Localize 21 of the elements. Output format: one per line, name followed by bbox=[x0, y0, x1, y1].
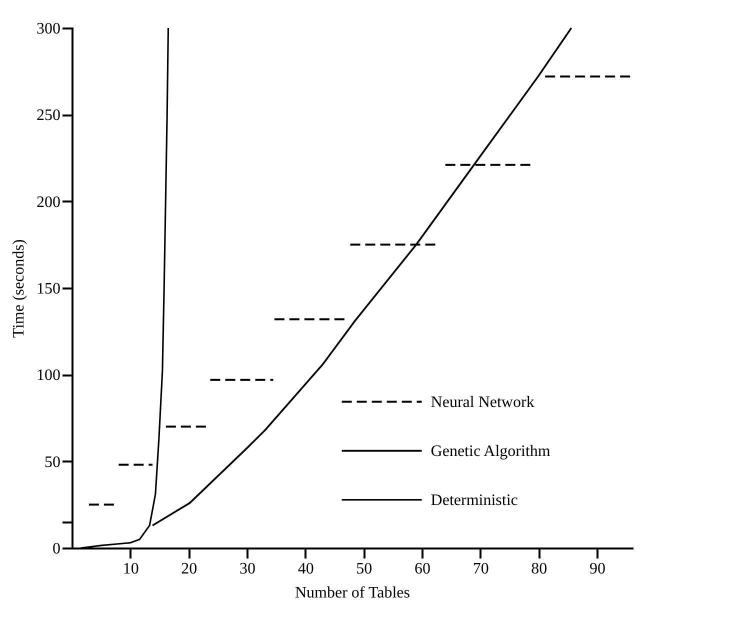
legend-label: Deterministic bbox=[430, 492, 518, 509]
legend-label: Neural Network bbox=[430, 394, 534, 411]
y-tick-label: 0 bbox=[52, 540, 60, 558]
y-tick-label: 50 bbox=[44, 454, 60, 471]
legend-label: Genetic Algorithm bbox=[430, 442, 551, 460]
x-tick-label: 60 bbox=[414, 560, 430, 578]
y-tick-label: 100 bbox=[36, 367, 60, 384]
x-tick-label: 80 bbox=[531, 560, 548, 578]
x-axis-title: Number of Tables bbox=[295, 584, 410, 602]
x-tick-label: 40 bbox=[298, 560, 314, 578]
x-tick-label: 20 bbox=[181, 560, 198, 578]
y-tick-label: 150 bbox=[36, 280, 60, 298]
y-tick-label: 300 bbox=[36, 20, 60, 38]
x-tick-label: 90 bbox=[590, 560, 606, 578]
x-tick-label: 10 bbox=[122, 560, 139, 578]
x-tick-label: 70 bbox=[472, 560, 489, 578]
x-tick-label: 50 bbox=[356, 560, 372, 578]
y-tick-label: 250 bbox=[36, 107, 60, 124]
y-axis-title: Time (seconds) bbox=[10, 239, 28, 338]
y-tick-label: 200 bbox=[36, 194, 60, 211]
x-tick-label: 30 bbox=[240, 560, 256, 578]
